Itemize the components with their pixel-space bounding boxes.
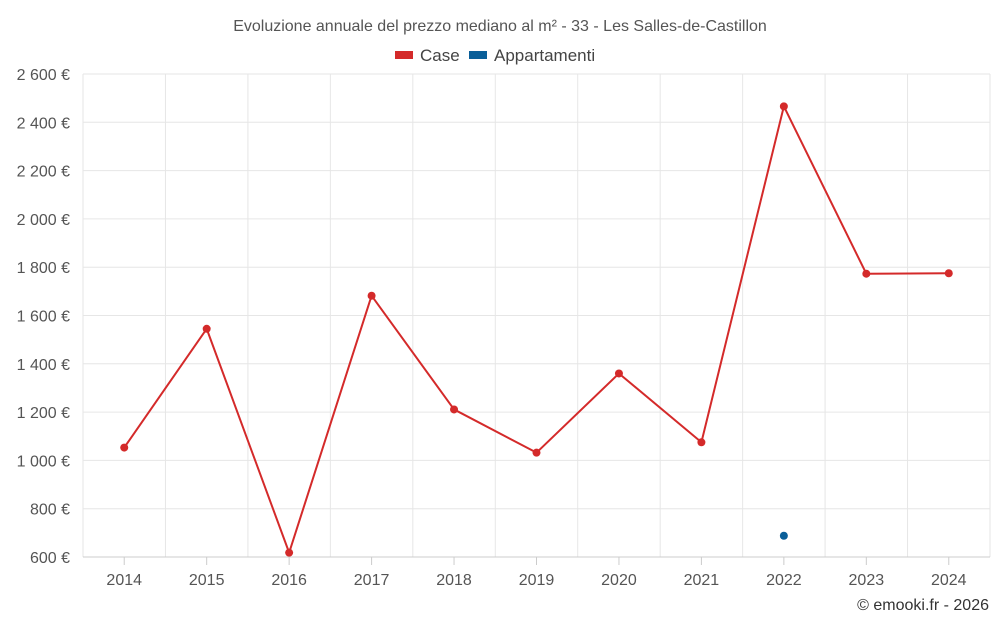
data-point[interactable] (285, 548, 294, 557)
data-point[interactable] (779, 531, 788, 540)
data-point[interactable] (614, 369, 623, 378)
data-point[interactable] (944, 269, 953, 278)
x-tick-label: 2019 (519, 572, 555, 589)
grid (82, 73, 991, 557)
y-tick-label: 2 200 € (17, 164, 70, 181)
y-tick-label: 1 400 € (17, 357, 70, 374)
y-tick-label: 1 800 € (17, 260, 70, 277)
data-point[interactable] (779, 102, 788, 111)
y-tick-label: 2 000 € (17, 212, 70, 229)
chart-title: Evoluzione annuale del prezzo mediano al… (233, 18, 767, 35)
legend: Case Appartamenti (395, 46, 595, 65)
x-tick-label: 2021 (684, 572, 720, 589)
x-tick-label: 2018 (436, 572, 472, 589)
legend-label-case[interactable]: Case (420, 46, 460, 65)
y-axis-ticks: 600 € 800 € 1 000 € 1 200 € 1 400 € 1 600 € 1 … (17, 67, 70, 567)
data-point[interactable] (202, 324, 211, 333)
data-point[interactable] (367, 291, 376, 300)
y-tick-label: 1 600 € (17, 309, 70, 326)
data-point[interactable] (862, 269, 871, 278)
y-tick-label: 600 € (30, 550, 70, 567)
y-tick-label: 2 400 € (17, 115, 70, 132)
series (120, 102, 953, 557)
x-tick-label: 2024 (931, 572, 967, 589)
legend-swatch-case[interactable] (395, 51, 413, 59)
data-point[interactable] (697, 438, 706, 447)
credit-text: © emooki.fr - 2026 (857, 597, 989, 614)
legend-label-appartamenti[interactable]: Appartamenti (494, 46, 595, 65)
x-axis-ticks: 2014 2015 2016 2017 2018 2019 2020 2021 2022 2023… (106, 572, 966, 589)
y-tick-label: 2 600 € (17, 67, 70, 84)
x-tick-label: 2014 (106, 572, 142, 589)
axes (83, 556, 990, 565)
y-tick-label: 800 € (30, 502, 70, 519)
x-tick-label: 2016 (271, 572, 307, 589)
x-tick-label: 2022 (766, 572, 802, 589)
x-tick-label: 2023 (849, 572, 885, 589)
data-point[interactable] (450, 405, 459, 414)
y-tick-label: 1 200 € (17, 405, 70, 422)
x-tick-label: 2017 (354, 572, 390, 589)
x-tick-label: 2020 (601, 572, 637, 589)
data-point[interactable] (532, 448, 541, 457)
legend-swatch-appartamenti[interactable] (469, 51, 487, 59)
data-point[interactable] (120, 443, 129, 452)
y-tick-label: 1 000 € (17, 453, 70, 470)
x-tick-label: 2015 (189, 572, 225, 589)
